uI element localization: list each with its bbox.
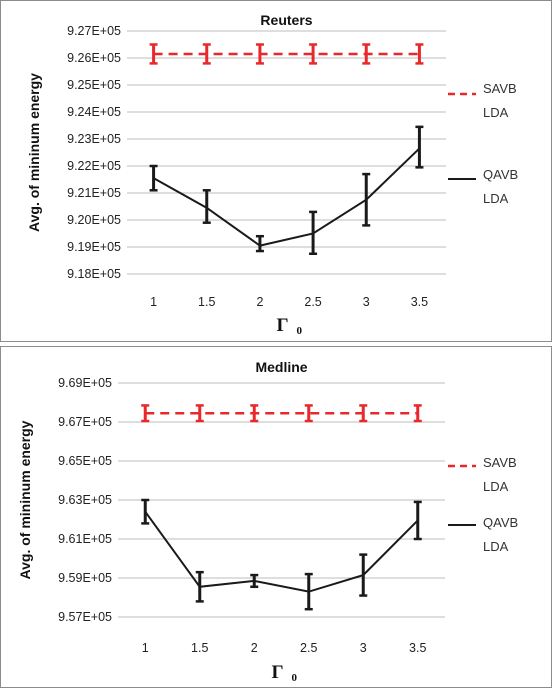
series-line-qavb xyxy=(154,148,420,245)
y-tick-label: 9.18E+05 xyxy=(67,267,121,281)
x-tick-label: 3 xyxy=(363,295,370,309)
x-tick-label: 2 xyxy=(256,295,263,309)
series-line-qavb xyxy=(145,512,418,592)
legend-label: SAVB xyxy=(483,455,517,470)
x-tick-label: 2.5 xyxy=(300,641,317,655)
y-tick-label: 9.24E+05 xyxy=(67,105,121,119)
y-axis-label: Avg. of mininum energy xyxy=(17,420,33,579)
legend-label: LDA xyxy=(483,105,509,120)
reuters-chart-panel: 9.18E+05 9.19E+05 9.20E+05 9.21E+05 9.22E+05… xyxy=(0,0,552,342)
x-tick-label: 2.5 xyxy=(304,295,321,309)
y-tick-label: 9.57E+05 xyxy=(58,610,112,624)
y-tick-label: 9.20E+05 xyxy=(67,213,121,227)
y-tick-label: 9.26E+05 xyxy=(67,51,121,65)
legend-label: QAVB xyxy=(483,515,518,530)
legend-label: SAVB xyxy=(483,81,517,96)
y-tick-label: 9.67E+05 xyxy=(58,415,112,429)
x-tick-label: 1.5 xyxy=(191,641,208,655)
reuters-chart: 9.18E+05 9.19E+05 9.20E+05 9.21E+05 9.22E+05… xyxy=(1,1,551,341)
y-tick-label: 9.19E+05 xyxy=(67,240,121,254)
medline-chart-title: Medline xyxy=(255,359,307,375)
legend-label: QAVB xyxy=(483,167,518,182)
y-tick-label: 9.27E+05 xyxy=(67,24,121,38)
y-tick-label: 9.21E+05 xyxy=(67,186,121,200)
x-axis-label: Γ xyxy=(276,315,288,336)
legend-label: LDA xyxy=(483,539,509,554)
y-tick-label: 9.65E+05 xyxy=(58,454,112,468)
y-tick-label: 9.69E+05 xyxy=(58,376,112,390)
y-tick-label: 9.23E+05 xyxy=(67,132,121,146)
x-tick-label: 2 xyxy=(251,641,258,655)
y-tick-label: 9.25E+05 xyxy=(67,78,121,92)
y-axis-label: Avg. of mininum energy xyxy=(26,73,42,232)
x-tick-label: 1 xyxy=(150,295,157,309)
x-tick-label: 1.5 xyxy=(198,295,215,309)
medline-chart-panel: 9.57E+05 9.59E+05 9.61E+05 9.63E+05 9.65E+05… xyxy=(0,346,552,688)
reuters-chart-title: Reuters xyxy=(260,12,312,28)
error-bar xyxy=(415,127,423,168)
medline-chart: 9.57E+05 9.59E+05 9.61E+05 9.63E+05 9.65E+05… xyxy=(1,347,551,687)
x-tick-label: 3.5 xyxy=(411,295,428,309)
x-axis-label-subscript: 0 xyxy=(292,672,298,684)
legend-label: LDA xyxy=(483,191,509,206)
x-axis-label-subscript: 0 xyxy=(297,325,303,337)
y-tick-label: 9.22E+05 xyxy=(67,159,121,173)
y-tick-label: 9.63E+05 xyxy=(58,493,112,507)
x-tick-label: 1 xyxy=(142,641,149,655)
x-axis-label: Γ xyxy=(271,662,283,683)
x-tick-label: 3 xyxy=(360,641,367,655)
y-tick-label: 9.59E+05 xyxy=(58,571,112,585)
y-tick-label: 9.61E+05 xyxy=(58,532,112,546)
x-tick-label: 3.5 xyxy=(409,641,426,655)
legend-label: LDA xyxy=(483,479,509,494)
